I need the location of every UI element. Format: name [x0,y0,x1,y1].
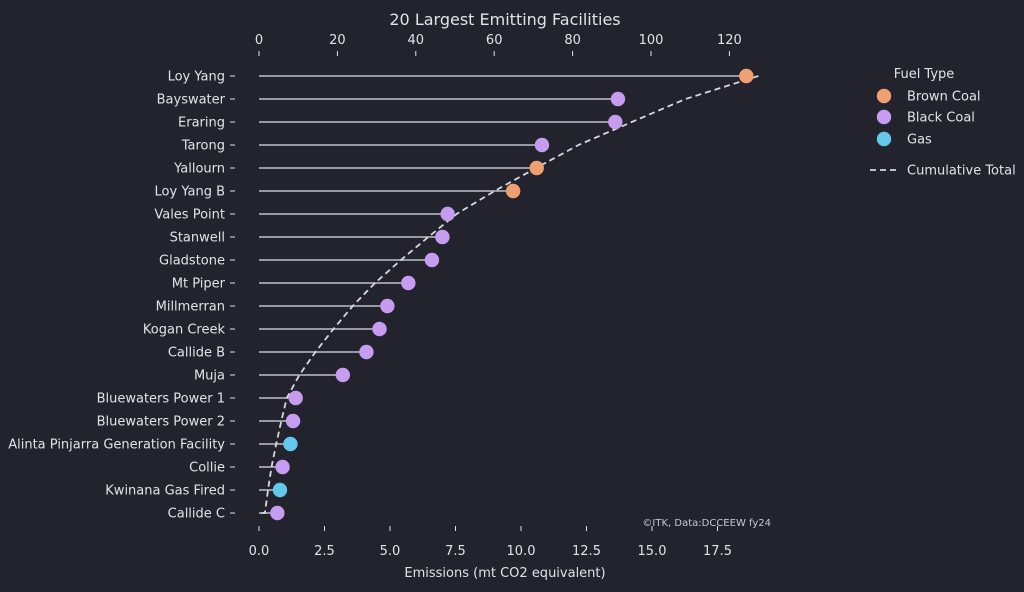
points-layer [270,68,754,521]
x-tick-label-bottom: 0.0 [249,544,270,559]
lollipop-point [272,482,288,498]
lollipop-point [435,229,450,245]
y-tick-label: Muja [194,369,225,384]
chart-title: 20 Largest Emitting Facilities [389,10,620,29]
y-tick-label: Eraring [178,116,225,131]
axes-layer: 20 Largest Emitting Facilities Emissions… [8,10,771,581]
x-tick-label-top: 40 [408,33,425,48]
lollipop-point [610,91,626,107]
lollipop-point [739,68,754,84]
stems-layer [259,75,747,514]
legend-title: Fuel Type [894,67,955,82]
y-tick-label: Bluewaters Power 1 [97,392,225,407]
legend-label: Brown Coal [907,90,981,105]
x-tick-label-bottom: 5.0 [380,544,401,559]
x-tick-label-bottom: 10.0 [507,544,536,559]
y-tick-label: Loy Yang B [155,185,225,200]
lollipop-point [335,367,351,383]
x-tick-label-bottom: 17.5 [703,544,732,559]
legend-label: Black Coal [907,111,975,126]
y-tick-label: Vales Point [154,208,225,223]
lollipop-point [283,436,298,452]
legend-label: Cumulative Total [907,164,1016,179]
x-tick-label-top: 100 [639,33,664,48]
legend: Fuel Type Brown Coal Black Coal Gas Cumulat… [870,67,1016,179]
lollipop-point [372,321,387,337]
lollipop-point [401,275,416,291]
y-tick-label: Collie [189,461,225,476]
lollipop-point [275,459,290,475]
y-tick-label: Millmerran [156,300,225,315]
legend-marker [876,88,892,104]
x-tick-label-bottom: 2.5 [314,544,335,559]
lollipop-point [608,114,623,130]
x-axis-label: Emissions (mt CO2 equivalent) [404,566,605,581]
y-tick-label: Tarong [181,139,225,154]
x-tick-label-bottom: 15.0 [638,544,667,559]
x-tick-label-top: 80 [564,33,581,48]
x-tick-label-top: 0 [255,33,263,48]
lollipop-point [288,390,303,406]
y-tick-label: Kogan Creek [143,323,226,338]
x-tick-label-top: 60 [486,33,503,48]
y-tick-label: Loy Yang [168,70,225,85]
lollipop-point [270,505,285,521]
x-tick-label-top: 120 [717,33,742,48]
lollipop-point [505,183,521,199]
lollipop-point [424,252,440,268]
legend-marker [876,109,892,125]
x-tick-label-bottom: 12.5 [572,544,601,559]
legend-label: Gas [907,133,932,148]
lollipop-point [285,413,301,429]
x-tick-label-top: 20 [329,33,346,48]
lollipop-point [440,206,455,222]
x-tick-label-bottom: 7.5 [445,544,466,559]
credit-text: ©ITK, Data:DCCEEW fy24 [642,518,771,529]
y-tick-label: Gladstone [159,254,225,269]
legend-marker [876,131,892,147]
y-tick-label: Kwinana Gas Fired [105,484,225,499]
lollipop-point [534,137,550,153]
y-tick-label: Yallourn [173,162,225,177]
y-tick-label: Stanwell [170,231,225,246]
cumulative-total-line [259,75,759,514]
y-tick-label: Alinta Pinjarra Generation Facility [8,438,225,453]
y-tick-label: Bayswater [157,93,226,108]
y-tick-label: Mt Piper [172,277,226,292]
y-tick-label: Callide C [168,507,225,522]
lollipop-point [380,298,395,314]
lollipop-point [529,160,544,176]
cumulative-layer [259,75,759,514]
y-tick-label: Callide B [168,346,225,361]
y-tick-label: Bluewaters Power 2 [97,415,225,430]
lollipop-point [359,344,374,360]
